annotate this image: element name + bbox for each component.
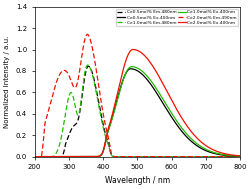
Legend: Ce0.5mol% Em.480nm, Ce0.5mol% Ex.400nm, Ce1.0mol% Em.480nm, Ce1.0mol% Ex.400nm, : Ce0.5mol% Em.480nm, Ce0.5mol% Ex.400nm, … [116,9,237,26]
X-axis label: Wavelength / nm: Wavelength / nm [104,176,169,185]
Y-axis label: Normalized Intensity / a.u.: Normalized Intensity / a.u. [4,36,10,128]
